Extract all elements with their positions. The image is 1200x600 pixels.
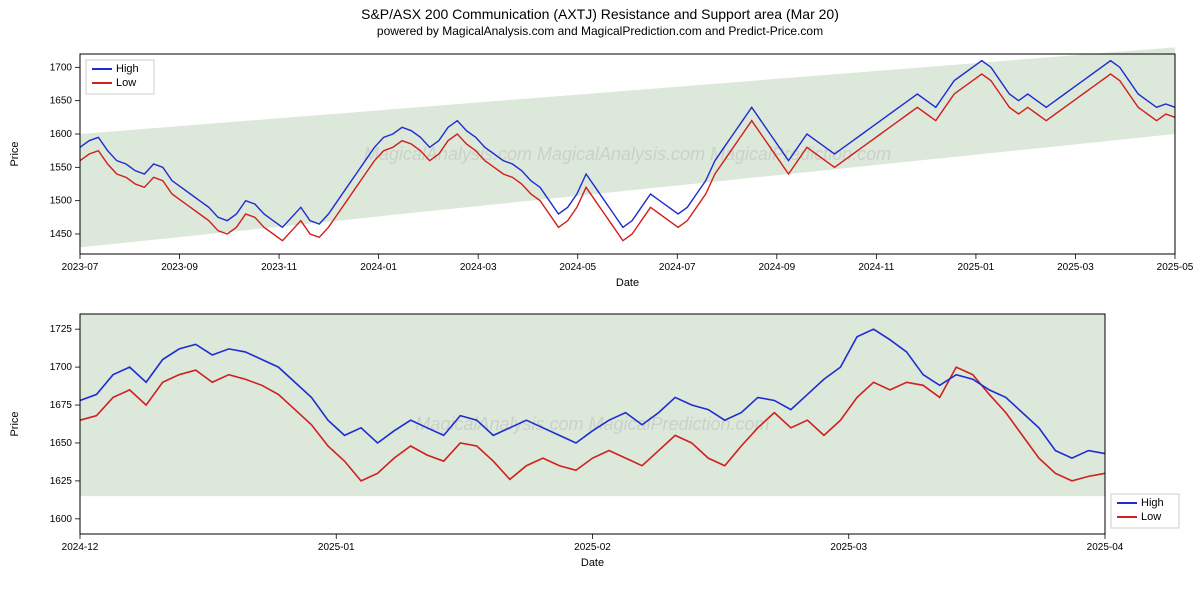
svg-text:1600: 1600 [50,514,73,525]
svg-text:2024-07: 2024-07 [659,262,696,273]
svg-text:Low: Low [1141,511,1161,523]
svg-text:1700: 1700 [50,62,73,73]
svg-text:2025-01: 2025-01 [318,542,355,553]
svg-text:1450: 1450 [50,229,73,240]
top-chart: MagicalAnalysis.com MagicalAnalysis.com … [0,44,1200,304]
svg-text:2025-03: 2025-03 [1057,262,1094,273]
chart-subtitle: powered by MagicalAnalysis.com and Magic… [0,24,1200,44]
bottom-chart: MagicalAnalysis.com MagicalPrediction.co… [0,304,1200,584]
svg-text:1625: 1625 [50,476,73,487]
svg-text:1650: 1650 [50,438,73,449]
svg-text:2024-01: 2024-01 [360,262,397,273]
svg-text:2024-03: 2024-03 [460,262,497,273]
svg-text:2025-03: 2025-03 [830,542,867,553]
chart-container: S&P/ASX 200 Communication (AXTJ) Resista… [0,0,1200,600]
chart-title: S&P/ASX 200 Communication (AXTJ) Resista… [0,0,1200,24]
svg-text:Date: Date [581,557,604,569]
svg-text:2024-05: 2024-05 [559,262,596,273]
svg-text:Price: Price [9,411,21,436]
svg-text:1700: 1700 [50,362,73,373]
svg-text:Low: Low [116,77,136,89]
svg-text:Price: Price [9,141,21,166]
svg-text:Date: Date [616,277,639,289]
svg-text:2023-09: 2023-09 [161,262,198,273]
svg-text:High: High [116,63,139,75]
svg-text:2025-01: 2025-01 [958,262,995,273]
svg-text:2025-04: 2025-04 [1087,542,1124,553]
svg-text:1600: 1600 [50,129,73,140]
svg-text:2024-12: 2024-12 [62,542,99,553]
svg-text:1675: 1675 [50,400,73,411]
svg-text:2023-11: 2023-11 [261,262,297,273]
svg-text:1725: 1725 [50,324,73,335]
svg-text:2024-11: 2024-11 [858,262,894,273]
svg-text:2024-09: 2024-09 [758,262,795,273]
svg-text:High: High [1141,497,1164,509]
svg-text:1650: 1650 [50,96,73,107]
svg-text:2023-07: 2023-07 [62,262,99,273]
svg-text:2025-05: 2025-05 [1157,262,1194,273]
svg-text:1550: 1550 [50,162,73,173]
svg-text:2025-02: 2025-02 [574,542,611,553]
svg-text:1500: 1500 [50,196,73,207]
